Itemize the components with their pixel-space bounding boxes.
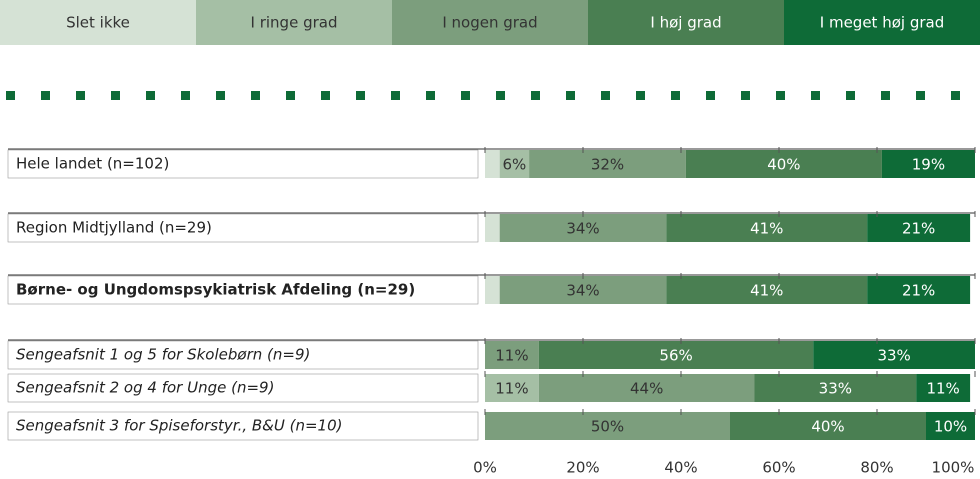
x-tick-label: 20% bbox=[566, 459, 599, 477]
x-tick-label: 80% bbox=[860, 459, 893, 477]
bar-segment bbox=[485, 341, 539, 369]
category-label: Børne- og Ungdomspsykiatrisk Afdeling (n… bbox=[16, 281, 415, 299]
value-label: 11% bbox=[495, 347, 528, 365]
value-label: 21% bbox=[902, 220, 935, 238]
value-label: 11% bbox=[926, 380, 959, 398]
legend-label: I høj grad bbox=[650, 14, 721, 32]
bar-segment bbox=[666, 214, 868, 242]
value-label: 56% bbox=[659, 347, 692, 365]
bar-segment bbox=[867, 214, 971, 242]
bar-segment bbox=[538, 341, 814, 369]
category-box bbox=[7, 149, 479, 179]
category-label: Sengeafsnit 1 og 5 for Skolebørn (n=9) bbox=[16, 346, 310, 364]
bar-segment bbox=[485, 150, 500, 178]
bar-segment bbox=[499, 276, 667, 304]
value-label: 32% bbox=[591, 156, 624, 174]
bar-segment bbox=[485, 374, 539, 402]
category-box bbox=[7, 373, 479, 403]
value-label: 10% bbox=[934, 418, 967, 436]
bar-segment bbox=[813, 341, 975, 369]
dotted-separator bbox=[6, 91, 960, 100]
value-label: 40% bbox=[811, 418, 844, 436]
legend-label: I meget høj grad bbox=[820, 14, 944, 32]
bar-segment bbox=[485, 276, 500, 304]
category-box bbox=[7, 213, 479, 243]
value-label: 21% bbox=[902, 282, 935, 300]
legend-swatch bbox=[784, 0, 980, 45]
bar-segment bbox=[685, 150, 882, 178]
legend-label: I ringe grad bbox=[251, 14, 338, 32]
legend-label: Slet ikke bbox=[66, 14, 130, 32]
value-label: 50% bbox=[591, 418, 624, 436]
bar-segment bbox=[499, 214, 667, 242]
value-label: 11% bbox=[495, 380, 528, 398]
bar-segment bbox=[485, 214, 500, 242]
value-label: 41% bbox=[750, 282, 783, 300]
legend-swatch bbox=[0, 0, 196, 45]
legend-swatch bbox=[392, 0, 588, 45]
bar-segment bbox=[538, 374, 755, 402]
category-label: Region Midtjylland (n=29) bbox=[16, 219, 212, 237]
category-box bbox=[7, 275, 479, 305]
x-tick-label: 60% bbox=[762, 459, 795, 477]
value-label: 6% bbox=[503, 156, 527, 174]
value-label: 33% bbox=[819, 380, 852, 398]
bar-segment bbox=[881, 150, 975, 178]
bar-segment bbox=[926, 412, 975, 440]
x-tick-label: 40% bbox=[664, 459, 697, 477]
legend-swatch bbox=[588, 0, 784, 45]
category-label: Sengeafsnit 2 og 4 for Unge (n=9) bbox=[16, 379, 274, 397]
legend-swatch bbox=[196, 0, 392, 45]
bar-segment bbox=[485, 412, 730, 440]
bar-segment bbox=[529, 150, 686, 178]
value-label: 19% bbox=[912, 156, 945, 174]
bar-segment bbox=[666, 276, 868, 304]
value-label: 41% bbox=[750, 220, 783, 238]
bar-segment bbox=[916, 374, 971, 402]
value-label: 40% bbox=[767, 156, 800, 174]
bar-segment bbox=[867, 276, 971, 304]
bar-segment bbox=[730, 412, 926, 440]
bar-segment bbox=[499, 150, 530, 178]
x-tick-label: 0% bbox=[473, 459, 497, 477]
bar-segment bbox=[754, 374, 917, 402]
category-label: Hele landet (n=102) bbox=[16, 155, 169, 173]
legend-label: I nogen grad bbox=[442, 14, 537, 32]
value-label: 44% bbox=[630, 380, 663, 398]
x-tick-label: 100% bbox=[932, 459, 975, 477]
value-label: 33% bbox=[877, 347, 910, 365]
category-box bbox=[7, 340, 479, 370]
value-label: 34% bbox=[566, 220, 599, 238]
category-box bbox=[7, 411, 479, 441]
category-label: Sengeafsnit 3 for Spiseforstyr., B&U (n=… bbox=[16, 417, 342, 435]
value-label: 34% bbox=[566, 282, 599, 300]
